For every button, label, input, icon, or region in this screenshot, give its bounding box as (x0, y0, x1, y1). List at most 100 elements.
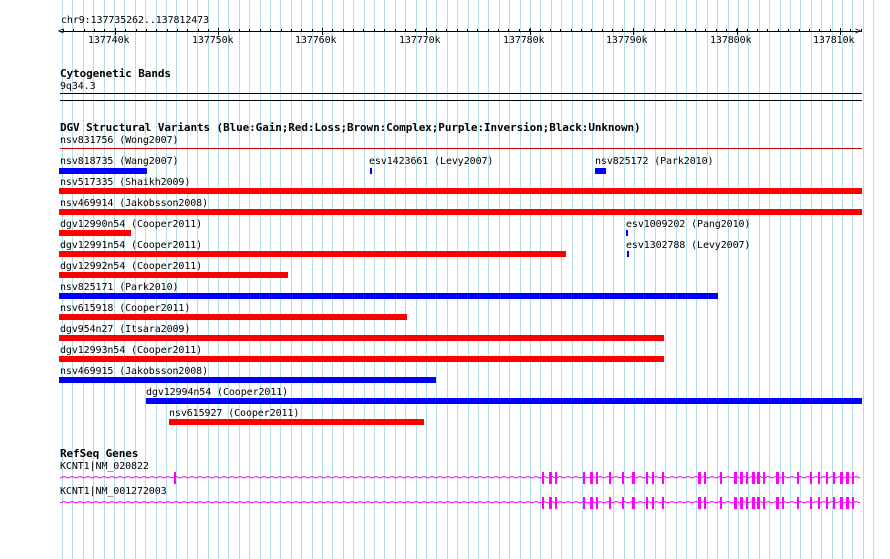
variant-bar-gain[interactable] (627, 251, 629, 257)
gene-intron-line (59, 475, 861, 479)
variant-label[interactable]: esv1009202 (Pang2010) (626, 219, 751, 230)
variant-bar-loss[interactable] (59, 230, 131, 236)
gene-label[interactable]: KCNT1|NM_001272003 (60, 486, 167, 497)
variant-label[interactable]: nsv469914 (Jakobsson2008) (60, 198, 209, 209)
grid-line (717, 0, 718, 559)
grid-line (124, 0, 125, 559)
grid-line (624, 0, 625, 559)
ruler-minor-tick (571, 29, 572, 32)
variant-bar-gain[interactable] (59, 293, 718, 299)
ruler-minor-tick (187, 29, 188, 32)
grid-line (374, 0, 375, 559)
variant-bar-loss[interactable] (59, 209, 862, 215)
ruler-tick-label: 137800k (710, 35, 752, 46)
grid-line (509, 0, 510, 559)
ruler-minor-tick (840, 29, 841, 32)
variant-label[interactable]: nsv615918 (Cooper2011) (60, 303, 191, 314)
gene-exon (590, 472, 593, 484)
variant-label[interactable]: nsv517335 (Shaikh2009) (60, 177, 191, 188)
gene-exon (763, 497, 765, 509)
variant-bar-gain[interactable] (626, 230, 628, 236)
cytoband-label: 9q34.3 (60, 81, 96, 92)
variant-label[interactable]: dgv12991n54 (Cooper2011) (60, 240, 203, 251)
gene-exon (609, 472, 611, 484)
gene-exon (174, 472, 176, 484)
gene-exon (720, 472, 722, 484)
variant-bar-loss[interactable] (59, 356, 664, 362)
gene-exon (740, 497, 743, 509)
variant-bar-loss[interactable] (59, 188, 862, 194)
gene-exon (549, 497, 552, 509)
gene-model[interactable] (0, 493, 890, 513)
cytoband-bottom-line (60, 100, 862, 101)
ruler-minor-tick (799, 29, 800, 32)
grid-line (93, 0, 94, 559)
gene-exon (782, 497, 784, 509)
grid-line (447, 0, 448, 559)
gene-exon (740, 472, 743, 484)
variant-bar-loss[interactable] (59, 251, 566, 257)
ruler-minor-tick (508, 29, 509, 32)
variant-label[interactable]: esv1302788 (Levy2007) (626, 240, 751, 251)
grid-line (228, 0, 229, 559)
ruler-minor-tick (353, 29, 354, 32)
variant-bar-gain[interactable] (59, 377, 436, 383)
ruler-minor-tick (395, 29, 396, 32)
variant-label[interactable]: dgv12994n54 (Cooper2011) (146, 387, 289, 398)
grid-line (800, 0, 801, 559)
gene-exon (622, 472, 624, 484)
variant-bar-loss[interactable] (59, 314, 407, 320)
variant-label[interactable]: nsv615927 (Cooper2011) (169, 408, 300, 419)
grid-line (842, 0, 843, 559)
grid-line (728, 0, 729, 559)
ruler-minor-tick (788, 29, 789, 32)
gene-exon (852, 497, 854, 509)
variant-bar-gain[interactable] (370, 168, 372, 174)
variant-label[interactable]: nsv818735 (Wang2007) (60, 156, 179, 167)
ruler-tick-label: 137780k (503, 35, 545, 46)
variant-bar-gain[interactable] (59, 168, 147, 174)
grid-line (270, 0, 271, 559)
variant-bar-gain[interactable] (146, 398, 862, 404)
grid-line (332, 0, 333, 559)
ruler-minor-tick (633, 29, 634, 32)
gene-exon (840, 497, 843, 509)
grid-line (488, 0, 489, 559)
variant-label[interactable]: dgv12992n54 (Cooper2011) (60, 261, 203, 272)
variant-label[interactable]: nsv825171 (Park2010) (60, 282, 179, 293)
ruler-minor-tick (198, 29, 199, 32)
ruler-minor-tick (363, 29, 364, 32)
variant-label[interactable]: dgv12993n54 (Cooper2011) (60, 345, 203, 356)
variant-bar-loss[interactable] (59, 272, 288, 278)
variant-label[interactable]: nsv469915 (Jakobsson2008) (60, 366, 209, 377)
gene-exon (542, 472, 544, 484)
grid-line (83, 0, 84, 559)
ruler-minor-tick (498, 29, 499, 32)
grid-line (852, 0, 853, 559)
grid-line (301, 0, 302, 559)
variant-bar-gain[interactable] (595, 168, 606, 174)
variant-label[interactable]: esv1423661 (Levy2007) (369, 156, 494, 167)
ruler-minor-tick (778, 29, 779, 32)
grid-line (551, 0, 552, 559)
cytoband-top-line (60, 93, 862, 94)
variant-bar-loss[interactable] (59, 335, 664, 341)
ruler-minor-tick (322, 29, 323, 32)
ruler-minor-tick (281, 29, 282, 32)
ruler-left-arrow: < (58, 26, 64, 37)
gene-label[interactable]: KCNT1|NM_020822 (60, 461, 149, 472)
variant-label[interactable]: dgv12990n54 (Cooper2011) (60, 219, 203, 230)
ruler-minor-tick (136, 29, 137, 32)
variant-bar-loss[interactable] (169, 419, 424, 425)
ruler-minor-tick (685, 29, 686, 32)
grid-line (384, 0, 385, 559)
variant-label[interactable]: nsv825172 (Park2010) (595, 156, 714, 167)
ruler-major-tick (530, 28, 531, 35)
gene-exon (840, 472, 843, 484)
gene-model[interactable] (0, 468, 890, 488)
grid-line (592, 0, 593, 559)
variant-label[interactable]: dgv954n27 (Itsara2009) (60, 324, 191, 335)
ruler-minor-tick (457, 29, 458, 32)
gene-exon (662, 497, 664, 509)
ruler-tick-label: 137810k (813, 35, 855, 46)
